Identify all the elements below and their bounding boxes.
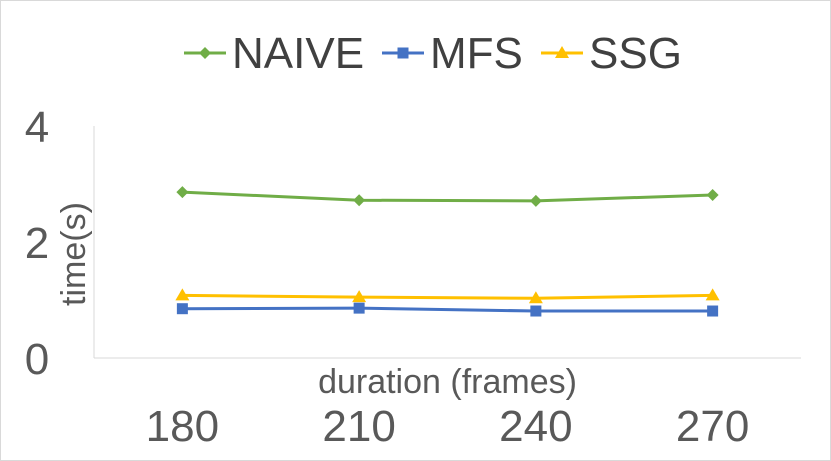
legend-marker [397,47,409,59]
data-point [353,194,366,207]
data-point [352,290,367,303]
series-mfs [176,302,719,317]
y-axis-title: time(s) [55,202,93,306]
legend-marker [199,47,211,59]
data-point [176,303,188,315]
x-tick-label: 240 [499,402,572,451]
legend-label: MFS [430,29,523,78]
legend: NAIVE MFS SSG [184,29,682,78]
x-tick-label: 180 [146,402,219,451]
x-axis-title: duration (frames) [318,363,577,401]
legend-item-mfs: MFS [382,29,523,78]
data-point [528,291,543,304]
data-point [530,305,542,317]
legend-label: SSG [589,29,682,78]
data-point [707,305,719,317]
x-tick-label: 270 [676,402,749,451]
y-tick-label: 4 [25,103,49,152]
data-point [175,288,190,301]
data-point [353,302,365,314]
data-point [706,189,719,202]
y-tick-label: 0 [25,335,49,384]
x-tick-label: 210 [322,402,395,451]
x-tick-labels: 180 210 240 270 [146,402,750,451]
data-point [176,186,189,199]
series-line [182,190,713,203]
y-tick-label: 2 [25,219,49,268]
axes [93,126,801,359]
series-naive [176,186,719,207]
series-ssg [175,288,720,304]
series-line [182,306,713,313]
data-point [705,288,720,301]
legend-marker [555,46,569,58]
series-line [182,293,713,300]
legend-item-naive: NAIVE [184,29,364,78]
series-layer [175,186,720,317]
legend-item-ssg: SSG [541,29,682,78]
legend-label: NAIVE [232,29,364,78]
data-point [529,194,542,207]
y-tick-labels: 0 2 4 [25,103,49,384]
